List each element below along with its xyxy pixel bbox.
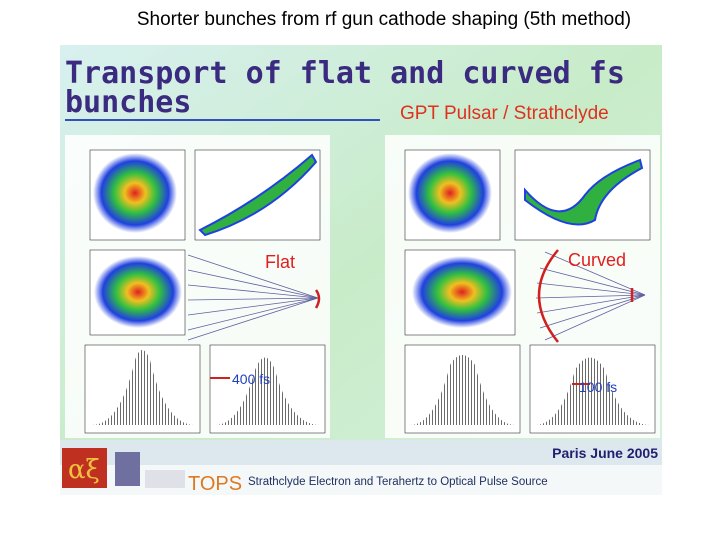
tops-logo: TOPS (188, 473, 242, 495)
university-logo (145, 470, 185, 488)
slide-title: Transport of flat and curved fs (65, 56, 625, 91)
flat-panels (65, 135, 330, 438)
crest-logo (115, 452, 140, 486)
page-title: Shorter bunches from rf gun cathode shap… (137, 9, 631, 30)
slide-title: bunches (65, 85, 191, 120)
project-name: Strathclyde Electron and Terahertz to Op… (248, 476, 548, 488)
event-label: Paris June 2005 (552, 445, 658, 461)
logo-glyph: αξ (68, 455, 100, 485)
footer-band (60, 440, 662, 465)
flat-length: 400 fs (232, 371, 270, 387)
flat-label: Flat (265, 252, 295, 272)
subtitle: GPT Pulsar / Strathclyde (400, 103, 609, 124)
curved-label: Curved (568, 250, 626, 270)
curved-length: 100 fs (579, 379, 617, 395)
curved-panels (385, 135, 660, 438)
alpha-xi-logo (62, 448, 107, 488)
